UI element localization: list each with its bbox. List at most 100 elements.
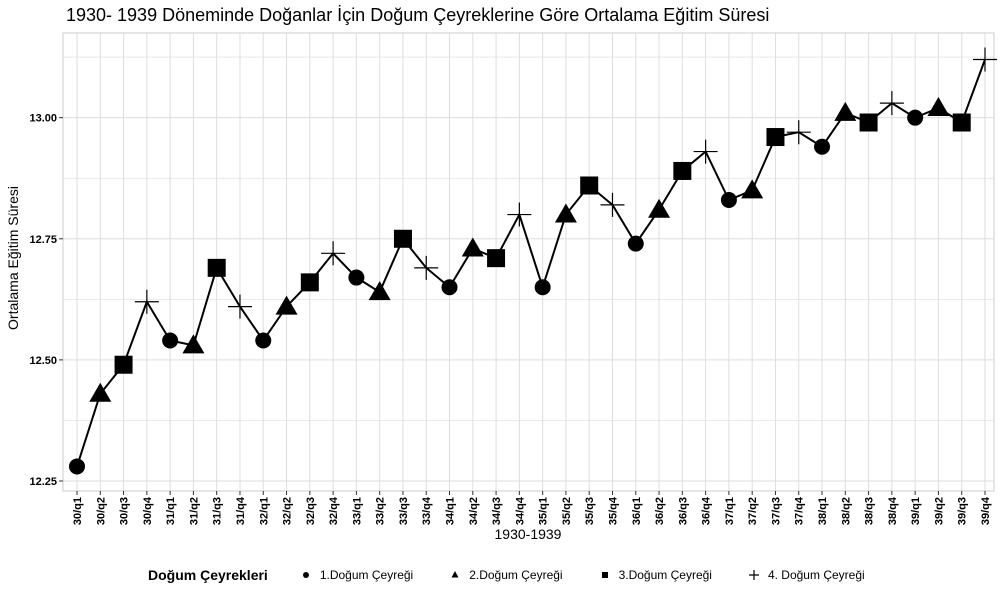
data-point bbox=[162, 332, 179, 349]
x-tick-label: 33/q3 bbox=[398, 497, 410, 525]
y-tick-label: 12.50 bbox=[29, 355, 57, 367]
x-tick-label: 31/q3 bbox=[212, 497, 224, 525]
x-tick-label: 39/q4 bbox=[980, 496, 992, 525]
x-tick-label: 32/q4 bbox=[328, 496, 340, 525]
data-point bbox=[461, 237, 484, 257]
circle-icon bbox=[302, 572, 309, 578]
y-tick-label: 12.75 bbox=[29, 234, 57, 246]
triangle-icon bbox=[451, 571, 459, 578]
data-point bbox=[786, 120, 811, 145]
x-tick-label: 30/q1 bbox=[72, 497, 84, 525]
x-tick-label: 35/q2 bbox=[561, 497, 573, 525]
x-tick-label: 37/q3 bbox=[770, 497, 782, 525]
data-point bbox=[414, 255, 439, 280]
data-point bbox=[580, 176, 599, 195]
square-icon bbox=[601, 572, 608, 578]
x-tick-label: 32/q1 bbox=[258, 497, 270, 525]
data-point bbox=[182, 334, 205, 354]
data-point bbox=[227, 294, 252, 319]
data-point bbox=[134, 289, 159, 314]
data-point bbox=[487, 249, 506, 268]
legend-item-q3: 3.Doğum Çeyreği bbox=[595, 567, 712, 583]
data-point bbox=[673, 161, 692, 180]
x-tick-label: 32/q2 bbox=[282, 497, 294, 525]
data-point bbox=[534, 279, 551, 296]
x-tick-label: 37/q4 bbox=[794, 496, 806, 525]
data-point bbox=[834, 101, 857, 121]
y-tick-label: 12.25 bbox=[29, 476, 57, 488]
data-point bbox=[973, 47, 997, 72]
data-point bbox=[952, 113, 971, 132]
x-tick-label: 31/q1 bbox=[165, 497, 177, 525]
x-tick-label: 31/q4 bbox=[235, 496, 247, 525]
data-point bbox=[441, 279, 458, 296]
x-tick-label: 34/q2 bbox=[468, 497, 480, 525]
legend-title: Doğum Çeyrekleri bbox=[148, 567, 268, 583]
grid bbox=[63, 33, 994, 491]
x-tick-label: 39/q1 bbox=[910, 497, 922, 525]
x-tick-label: 35/q3 bbox=[584, 497, 596, 525]
x-tick-label: 39/q3 bbox=[957, 497, 969, 525]
x-tick-label: 35/q4 bbox=[607, 496, 619, 525]
x-tick-label: 32/q3 bbox=[305, 497, 317, 525]
x-axis-label: 1930-1939 bbox=[495, 526, 562, 542]
data-point bbox=[368, 281, 391, 301]
data-point bbox=[766, 128, 785, 147]
legend-label-q1: 1.Doğum Çeyreği bbox=[319, 568, 414, 582]
data-point bbox=[693, 139, 718, 164]
data-point bbox=[648, 198, 671, 218]
x-tick-label: 30/q4 bbox=[142, 496, 154, 525]
x-tick-label: 33/q4 bbox=[421, 496, 433, 525]
legend: Doğum Çeyrekleri 1.Doğum Çeyreği 2.Doğum… bbox=[148, 565, 897, 585]
x-tick-label: 39/q2 bbox=[933, 497, 945, 525]
x-tick-label: 34/q4 bbox=[514, 496, 526, 525]
legend-label-q2: 2.Doğum Çeyreği bbox=[469, 568, 563, 582]
data-point bbox=[114, 355, 133, 374]
data-point bbox=[720, 192, 737, 209]
x-tick-label: 38/q4 bbox=[887, 496, 899, 525]
data-point bbox=[554, 203, 577, 223]
data-point bbox=[627, 235, 644, 252]
data-point bbox=[859, 113, 878, 132]
series-line bbox=[76, 59, 986, 467]
data-point bbox=[321, 241, 346, 266]
data-point bbox=[300, 273, 319, 292]
data-point bbox=[393, 229, 412, 248]
data-point bbox=[275, 295, 298, 315]
data-point bbox=[741, 179, 764, 199]
x-tick-label: 31/q2 bbox=[188, 497, 200, 525]
y-axis-label: Ortalama Eğitim Süresi bbox=[5, 186, 21, 330]
plus-icon bbox=[748, 570, 759, 580]
panel-border bbox=[62, 32, 995, 492]
data-point bbox=[600, 192, 625, 217]
x-tick-label: 38/q1 bbox=[817, 497, 829, 525]
data-point bbox=[207, 258, 226, 277]
x-tick-label: 30/q3 bbox=[119, 497, 131, 525]
x-tick-label: 36/q1 bbox=[631, 497, 643, 525]
x-tick-label: 36/q2 bbox=[654, 497, 666, 525]
data-point bbox=[879, 91, 904, 116]
legend-item-q1: 1.Doğum Çeyreği bbox=[296, 567, 413, 583]
legend-label-q4: 4. Doğum Çeyreği bbox=[767, 568, 865, 582]
x-tick-label: 33/q1 bbox=[351, 497, 363, 525]
y-tick-label: 13.00 bbox=[29, 113, 57, 125]
x-tick-label: 34/q1 bbox=[445, 497, 457, 525]
x-tick-label: 33/q2 bbox=[375, 497, 387, 525]
x-tick-label: 37/q2 bbox=[747, 497, 759, 525]
legend-item-q4: 4. Doğum Çeyreği bbox=[744, 567, 865, 583]
data-point bbox=[927, 96, 950, 116]
data-point bbox=[507, 202, 532, 227]
x-axis: 30/q1 30/q2 30/q3 30/q4 31/q1 31/q2 31/q3 31/q4… bbox=[72, 491, 992, 525]
x-tick-label: 35/q1 bbox=[538, 497, 550, 525]
y-axis: 12.25 12.50 12.75 13.00 bbox=[29, 113, 63, 488]
x-tick-label: 36/q3 bbox=[677, 497, 689, 525]
data-point bbox=[89, 382, 112, 402]
x-tick-label: 30/q2 bbox=[95, 497, 107, 525]
data-point bbox=[814, 138, 831, 155]
x-tick-label: 38/q2 bbox=[840, 497, 852, 525]
chart-title: 1930- 1939 Döneminde Doğanlar İçin Doğum… bbox=[66, 5, 770, 25]
data-point bbox=[255, 332, 272, 349]
data-point bbox=[907, 109, 924, 126]
x-tick-label: 36/q4 bbox=[701, 496, 713, 525]
